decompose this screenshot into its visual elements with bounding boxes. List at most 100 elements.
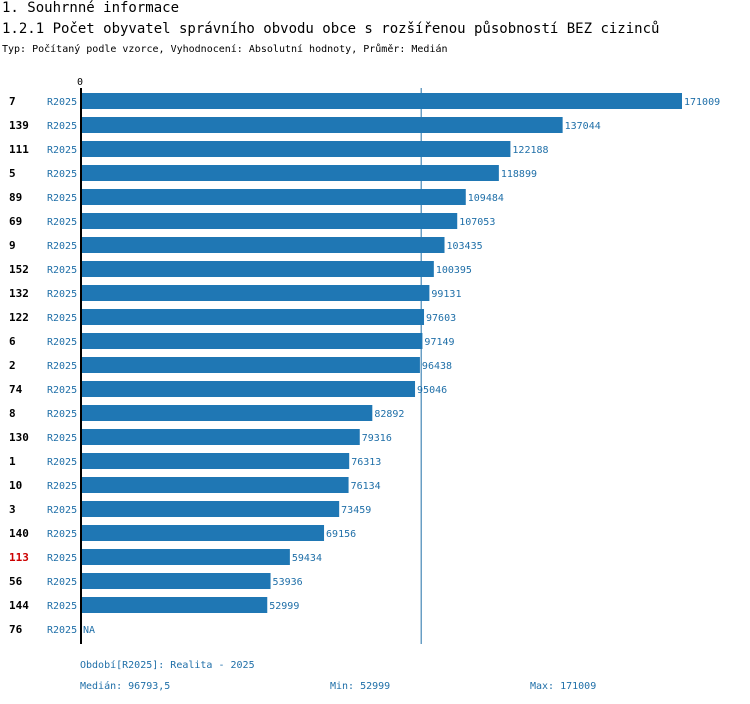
value-label: 122188 [512, 145, 548, 156]
category-label: 152 [9, 263, 29, 276]
value-label: 79316 [362, 433, 392, 444]
period-label: R2025 [47, 289, 77, 300]
footer-period: Období[R2025]: Realita - 2025 [80, 660, 255, 671]
footer-median: Medián: 96793,5 [80, 681, 171, 692]
period-label: R2025 [47, 145, 77, 156]
value-label: 97603 [426, 313, 456, 324]
value-label: 118899 [501, 169, 537, 180]
bar [81, 357, 420, 373]
category-label: 113 [9, 551, 29, 564]
category-label: 140 [9, 527, 29, 540]
value-label: 52999 [269, 601, 299, 612]
bar [81, 477, 349, 493]
value-label: 76313 [351, 457, 381, 468]
period-label: R2025 [47, 481, 77, 492]
bar [81, 117, 563, 133]
bar [81, 381, 416, 397]
value-label: 171009 [684, 97, 720, 108]
bar [81, 429, 360, 445]
value-label: 76134 [351, 481, 381, 492]
bar [81, 189, 466, 205]
chart-subtitle: Typ: Počítaný podle vzorce, Vyhodnocení:… [2, 44, 448, 55]
category-label: 69 [9, 215, 22, 228]
value-label: 97149 [424, 337, 454, 348]
period-label: R2025 [47, 409, 77, 420]
value-label: 53936 [273, 577, 303, 588]
bar [81, 141, 511, 157]
category-label: 5 [9, 167, 16, 180]
bar [81, 525, 325, 541]
period-label: R2025 [47, 385, 77, 396]
category-label: 56 [9, 575, 23, 588]
value-label: NA [83, 625, 95, 636]
category-label: 132 [9, 287, 29, 300]
value-label: 59434 [292, 553, 322, 564]
chart-title: 1.2.1 Počet obyvatel správního obvodu ob… [2, 21, 660, 37]
period-label: R2025 [47, 121, 77, 132]
value-label: 137044 [565, 121, 601, 132]
period-label: R2025 [47, 457, 77, 468]
category-label: 74 [9, 383, 23, 396]
footer-min: Min: 52999 [330, 681, 391, 692]
bar [81, 165, 499, 181]
value-label: 82892 [374, 409, 404, 420]
category-label: 3 [9, 503, 16, 516]
category-label: 1 [9, 455, 16, 468]
value-label: 100395 [436, 265, 472, 276]
category-label: 10 [9, 479, 22, 492]
category-label: 139 [9, 119, 29, 132]
category-label: 111 [9, 143, 29, 156]
category-label: 144 [9, 599, 29, 612]
value-label: 95046 [417, 385, 447, 396]
axis-zero-label: 0 [77, 77, 83, 88]
category-label: 76 [9, 623, 23, 636]
bar [81, 285, 430, 301]
bar [81, 93, 682, 109]
category-label: 2 [9, 359, 16, 372]
period-label: R2025 [47, 169, 77, 180]
bar [81, 261, 434, 277]
category-label: 7 [9, 95, 16, 108]
bar [81, 405, 373, 421]
period-label: R2025 [47, 313, 77, 324]
period-label: R2025 [47, 241, 77, 252]
value-label: 73459 [341, 505, 371, 516]
category-label: 122 [9, 311, 29, 324]
footer-max: Max: 171009 [530, 681, 597, 692]
period-label: R2025 [47, 529, 77, 540]
period-label: R2025 [47, 625, 77, 636]
bar [81, 453, 350, 469]
bar [81, 573, 271, 589]
category-label: 8 [9, 407, 16, 420]
bar [81, 597, 268, 613]
period-label: R2025 [47, 505, 77, 516]
category-label: 89 [9, 191, 22, 204]
period-label: R2025 [47, 433, 77, 444]
period-label: R2025 [47, 97, 77, 108]
period-label: R2025 [47, 193, 77, 204]
value-label: 103435 [447, 241, 483, 252]
period-label: R2025 [47, 361, 77, 372]
period-label: R2025 [47, 265, 77, 276]
bar [81, 501, 340, 517]
period-label: R2025 [47, 553, 77, 564]
category-label: 9 [9, 239, 16, 252]
category-label: 130 [9, 431, 29, 444]
bar [81, 309, 425, 325]
section-title: 1. Souhrnné informace [2, 0, 180, 16]
value-label: 99131 [431, 289, 461, 300]
bar [81, 549, 290, 565]
period-label: R2025 [47, 217, 77, 228]
value-label: 109484 [468, 193, 504, 204]
bar [81, 213, 458, 229]
category-label: 6 [9, 335, 16, 348]
period-label: R2025 [47, 601, 77, 612]
period-label: R2025 [47, 337, 77, 348]
value-label: 96438 [422, 361, 452, 372]
period-label: R2025 [47, 577, 77, 588]
value-label: 107053 [459, 217, 495, 228]
bar [81, 237, 445, 253]
bar [81, 333, 423, 349]
value-label: 69156 [326, 529, 356, 540]
